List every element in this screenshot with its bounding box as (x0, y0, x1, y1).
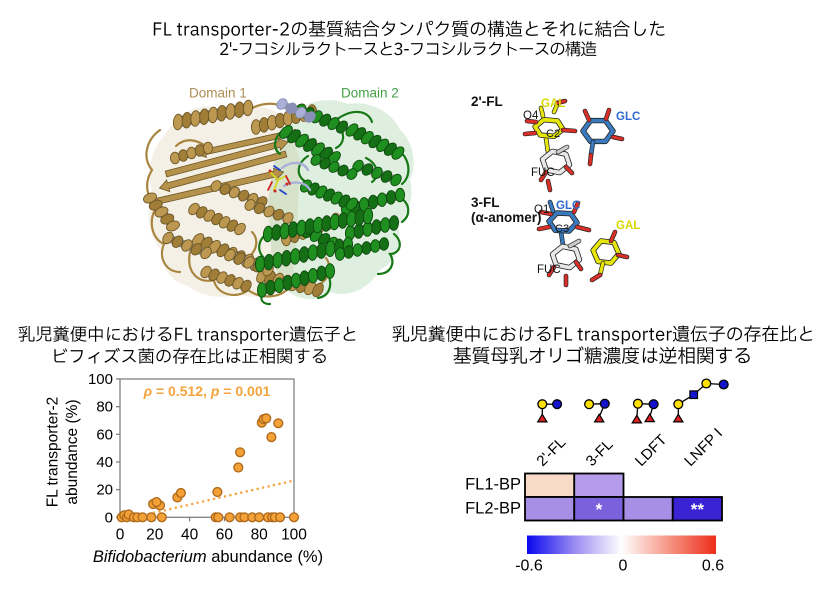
svg-text:2'-FL: 2'-FL (533, 434, 569, 470)
svg-text:FL1-BP: FL1-BP (465, 476, 521, 494)
svg-text:2'-FL: 2'-FL (471, 94, 503, 109)
svg-text:40: 40 (96, 454, 113, 471)
svg-text:3-FL: 3-FL (583, 436, 617, 470)
svg-text:100: 100 (88, 371, 113, 388)
svg-text:FUC: FUC (531, 167, 555, 179)
svg-text:80: 80 (251, 526, 269, 543)
svg-text:LDFT: LDFT (632, 431, 671, 470)
svg-text:0: 0 (116, 526, 125, 543)
svg-text:40: 40 (181, 526, 199, 543)
svg-text:0: 0 (105, 509, 113, 526)
svg-text:GLC: GLC (556, 200, 580, 212)
svg-text:GAL: GAL (616, 220, 640, 232)
svg-text:Domain 2: Domain 2 (341, 86, 399, 101)
svg-text:Bifidobacterium abundance (%): Bifidobacterium abundance (%) (93, 548, 323, 566)
svg-text:60: 60 (96, 426, 113, 443)
svg-text:FL2-BP: FL2-BP (465, 500, 521, 518)
svg-text:O4: O4 (523, 110, 539, 122)
svg-text:O1: O1 (534, 204, 549, 216)
svg-text:**: ** (691, 500, 705, 519)
svg-text:LNFP I: LNFP I (681, 425, 726, 470)
svg-text:GLC: GLC (616, 111, 640, 123)
svg-text:ρ = 0.512, p = 0.001: ρ = 0.512, p = 0.001 (143, 383, 271, 399)
svg-text:20: 20 (146, 526, 164, 543)
svg-text:80: 80 (96, 399, 113, 416)
svg-text:Domain 1: Domain 1 (189, 86, 247, 101)
svg-text:C3: C3 (555, 223, 569, 235)
svg-text:0: 0 (619, 558, 628, 575)
svg-text:*: * (596, 500, 603, 519)
svg-text:60: 60 (216, 526, 234, 543)
svg-text:FL transporter-2: FL transporter-2 (45, 397, 62, 508)
svg-text:C2: C2 (546, 128, 560, 140)
svg-text:GAL: GAL (541, 98, 565, 110)
svg-text:100: 100 (281, 526, 307, 543)
svg-text:-0.6: -0.6 (515, 558, 543, 575)
svg-text:3-FL: 3-FL (471, 195, 500, 210)
svg-text:20: 20 (96, 482, 113, 499)
svg-text:0.6: 0.6 (702, 558, 724, 575)
svg-text:FUC: FUC (537, 264, 561, 276)
svg-text:(α-anomer): (α-anomer) (471, 210, 542, 225)
svg-text:abundance (%): abundance (%) (64, 399, 81, 504)
